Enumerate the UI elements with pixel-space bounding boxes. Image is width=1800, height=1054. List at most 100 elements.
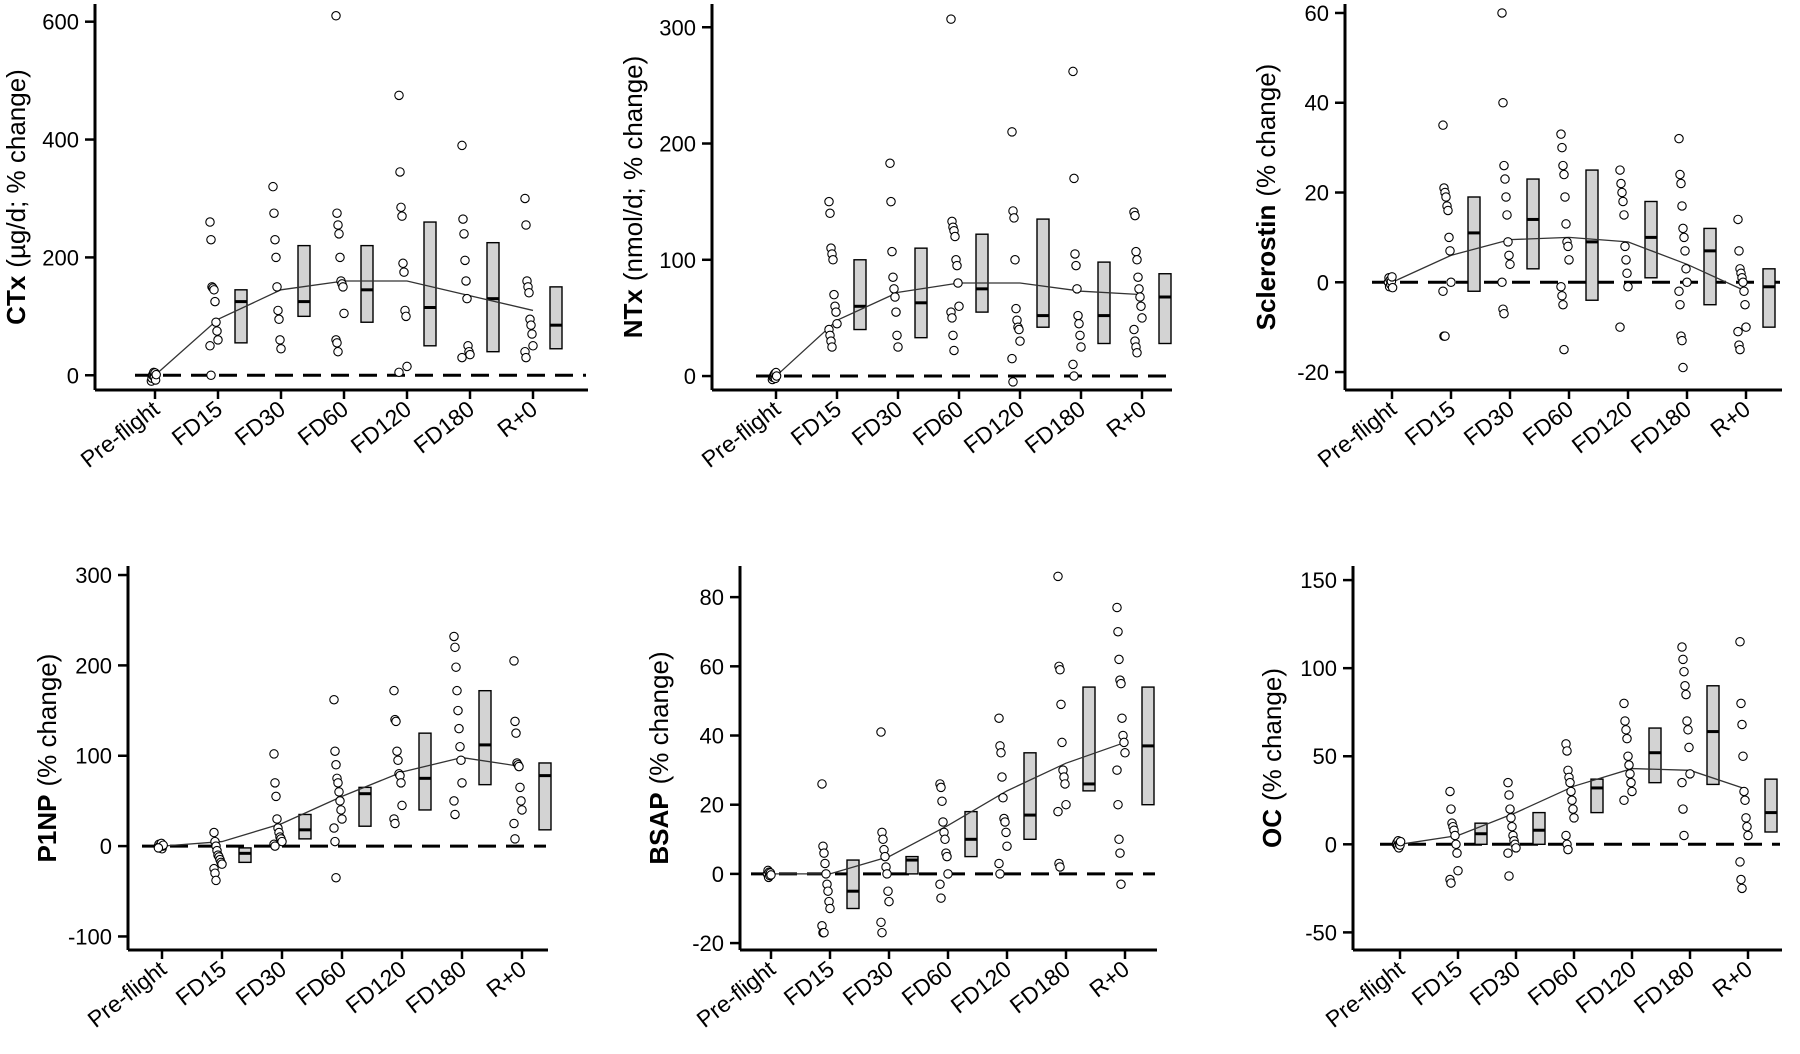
data-point bbox=[1561, 219, 1571, 229]
data-point bbox=[1735, 857, 1745, 867]
data-point bbox=[1739, 286, 1749, 297]
data-point bbox=[1055, 862, 1065, 872]
data-point bbox=[1737, 719, 1747, 730]
y-tick-label: 100 bbox=[659, 248, 696, 273]
data-point bbox=[893, 342, 903, 352]
data-point bbox=[828, 255, 838, 265]
data-point bbox=[1675, 169, 1685, 180]
y-axis-label-bold: BSAP bbox=[644, 792, 674, 864]
data-point bbox=[1119, 737, 1129, 748]
data-point bbox=[399, 267, 409, 277]
x-tick-label: R+0 bbox=[1084, 955, 1134, 1002]
y-tick-label: 600 bbox=[42, 10, 79, 35]
y-tick-label: 300 bbox=[659, 15, 696, 40]
data-point bbox=[1007, 353, 1017, 364]
data-point bbox=[392, 746, 402, 756]
data-point bbox=[1563, 844, 1573, 855]
data-point bbox=[1559, 344, 1569, 355]
box bbox=[1526, 178, 1540, 270]
data-point bbox=[1681, 264, 1691, 274]
x-tick-label: Pre-flight bbox=[76, 395, 165, 473]
data-point bbox=[1615, 322, 1625, 332]
data-point bbox=[516, 796, 526, 806]
data-point bbox=[394, 367, 404, 378]
data-point bbox=[153, 843, 164, 853]
data-point bbox=[827, 342, 837, 352]
data-point bbox=[1678, 223, 1688, 234]
data-point bbox=[211, 317, 221, 327]
y-tick-label: 20 bbox=[1305, 181, 1329, 206]
x-tick-label: FD15 bbox=[779, 955, 839, 1010]
data-point bbox=[954, 301, 964, 312]
data-point bbox=[1014, 324, 1024, 335]
data-point bbox=[876, 727, 886, 737]
data-point bbox=[940, 834, 950, 845]
data-point bbox=[329, 694, 339, 705]
data-point bbox=[883, 886, 893, 896]
data-point bbox=[332, 338, 342, 348]
data-point bbox=[1737, 883, 1747, 894]
x-tick-label: FD180 bbox=[1020, 395, 1090, 458]
data-point bbox=[942, 851, 952, 862]
box bbox=[298, 813, 312, 840]
box bbox=[478, 689, 492, 786]
data-point bbox=[1683, 725, 1693, 735]
x-tick-label: R+0 bbox=[481, 955, 531, 1002]
x-tick-label: FD30 bbox=[838, 955, 898, 1010]
data-point bbox=[1504, 250, 1514, 261]
data-point bbox=[1500, 174, 1510, 184]
box bbox=[538, 762, 552, 831]
data-point bbox=[1068, 359, 1078, 370]
y-tick-label: 40 bbox=[700, 724, 724, 749]
y-tick-label: 300 bbox=[75, 563, 112, 588]
data-point bbox=[330, 746, 340, 756]
data-point bbox=[1681, 689, 1691, 700]
data-point bbox=[937, 796, 947, 806]
data-point bbox=[829, 289, 839, 300]
data-point bbox=[337, 814, 347, 824]
data-point bbox=[270, 778, 280, 788]
box bbox=[1082, 686, 1096, 792]
y-axis-label-bold: CTx bbox=[1, 275, 31, 325]
y-tick-label: 60 bbox=[700, 654, 724, 679]
data-point bbox=[1497, 8, 1507, 18]
data-point bbox=[1677, 777, 1687, 788]
data-point bbox=[1615, 165, 1625, 175]
data-point bbox=[510, 834, 520, 844]
data-point bbox=[1136, 301, 1146, 312]
box bbox=[297, 244, 311, 318]
data-point bbox=[1563, 241, 1573, 252]
data-point bbox=[821, 869, 831, 879]
data-point bbox=[1387, 282, 1398, 293]
x-tick-label: FD180 bbox=[1626, 395, 1696, 458]
data-point bbox=[1117, 713, 1127, 723]
data-point bbox=[935, 879, 945, 890]
y-tick-label: -20 bbox=[1297, 360, 1329, 385]
x-tick-label: FD120 bbox=[1567, 395, 1637, 458]
y-axis-label-rest: (% change) bbox=[1257, 668, 1287, 801]
y-axis-label-bold: Sclerostin bbox=[1251, 205, 1281, 331]
y-tick-label: 100 bbox=[1300, 656, 1337, 681]
data-point bbox=[1680, 681, 1690, 691]
x-tick-label: FD180 bbox=[1005, 955, 1075, 1018]
x-tick-label: Pre-flight bbox=[1321, 955, 1410, 1033]
data-point bbox=[878, 834, 888, 845]
y-axis-label: Sclerostin (% change) bbox=[1251, 64, 1281, 331]
data-point bbox=[333, 220, 343, 230]
data-point bbox=[339, 308, 349, 319]
box bbox=[1762, 268, 1776, 328]
box bbox=[1706, 685, 1720, 786]
data-point bbox=[1446, 277, 1456, 288]
data-point bbox=[1678, 362, 1688, 373]
data-point bbox=[823, 886, 833, 896]
data-point bbox=[393, 755, 403, 766]
y-axis-label-rest: (nmol/d; % change) bbox=[618, 56, 648, 281]
data-point bbox=[1503, 848, 1513, 858]
data-point bbox=[946, 14, 956, 24]
y-axis-label-bold: OC bbox=[1257, 809, 1287, 848]
x-tick-label: FD180 bbox=[1629, 955, 1699, 1018]
data-point bbox=[953, 278, 963, 288]
data-point bbox=[449, 631, 459, 642]
